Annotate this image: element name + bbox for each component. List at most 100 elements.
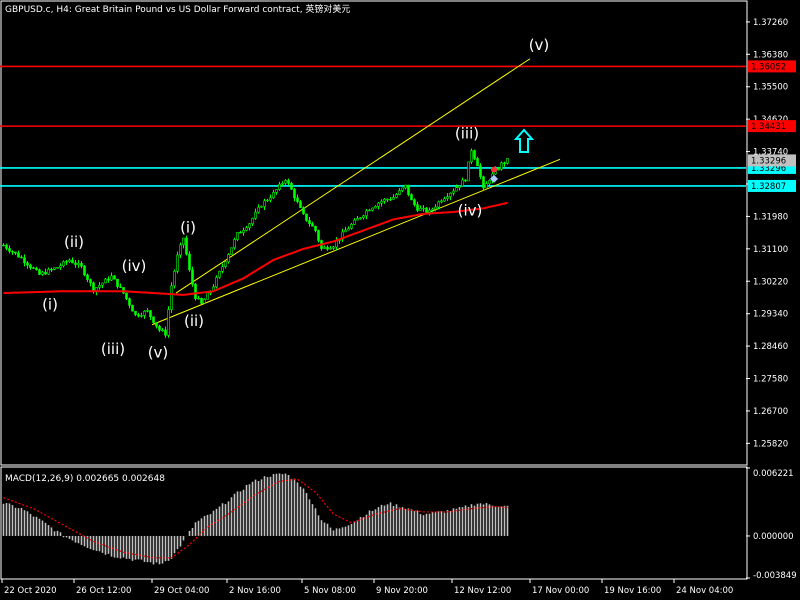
candle-body bbox=[221, 266, 224, 272]
candle-body bbox=[188, 253, 191, 271]
x-tick-label: 2 Nov 16:00 bbox=[229, 586, 281, 596]
x-tick-label: 12 Nov 12:00 bbox=[454, 586, 511, 596]
y-tick-label: 1.27580 bbox=[753, 375, 788, 385]
candle-body bbox=[170, 285, 173, 310]
candle-body bbox=[125, 292, 128, 299]
wave-label: (i) bbox=[42, 296, 58, 314]
candle-body bbox=[263, 200, 266, 207]
candle-body bbox=[110, 275, 113, 281]
macd-layer bbox=[2, 473, 509, 565]
candle-body bbox=[347, 228, 350, 231]
x-tick-label: 17 Nov 00:00 bbox=[532, 586, 589, 596]
candle-body bbox=[134, 310, 137, 315]
candle-body bbox=[215, 277, 218, 288]
candle-body bbox=[218, 271, 221, 278]
candle-body bbox=[26, 262, 29, 266]
y-tick-label: 1.36380 bbox=[753, 50, 788, 60]
candle-body bbox=[185, 237, 188, 255]
candle-body bbox=[431, 208, 434, 211]
candle-body bbox=[365, 210, 368, 217]
candle-body bbox=[341, 231, 344, 240]
candle-body bbox=[83, 265, 86, 276]
candle-body bbox=[176, 254, 179, 272]
candle-body bbox=[155, 322, 158, 327]
candle-body bbox=[206, 292, 209, 300]
axis-layer: 1.372601.363801.355001.346201.337401.332… bbox=[1, 18, 797, 596]
candle-body bbox=[443, 198, 446, 202]
wave-label: (i) bbox=[180, 218, 196, 236]
candle-body bbox=[506, 158, 509, 164]
candle-body bbox=[200, 297, 203, 304]
candle-body bbox=[455, 187, 458, 192]
candle-body bbox=[80, 263, 83, 267]
candle-body bbox=[485, 183, 488, 189]
candle-body bbox=[86, 274, 89, 280]
candle-body bbox=[107, 278, 110, 281]
x-tick-label: 26 Oct 12:00 bbox=[76, 586, 131, 596]
candle-body bbox=[368, 209, 371, 212]
candle-body bbox=[71, 259, 74, 264]
y-tick-label: 1.29340 bbox=[753, 310, 788, 320]
candle-body bbox=[173, 271, 176, 287]
candle-body bbox=[503, 162, 506, 164]
moving-average-line bbox=[3, 201, 508, 296]
candle-body bbox=[299, 201, 302, 208]
candle-body bbox=[179, 244, 182, 256]
candle-body bbox=[233, 239, 236, 249]
candle-body bbox=[305, 213, 308, 221]
candle-body bbox=[416, 204, 419, 211]
y-tick-label: 1.31100 bbox=[753, 245, 788, 255]
candle-body bbox=[23, 257, 26, 264]
candle-body bbox=[278, 183, 281, 190]
candle-body bbox=[371, 207, 374, 211]
wave-label: (iv) bbox=[458, 202, 483, 220]
x-tick-label: 9 Nov 20:00 bbox=[376, 586, 428, 596]
candle-body bbox=[311, 223, 314, 227]
candle-body bbox=[374, 206, 377, 209]
candle-body bbox=[197, 297, 200, 300]
candle-body bbox=[131, 304, 134, 312]
candle-body bbox=[293, 189, 296, 199]
candle-body bbox=[68, 259, 71, 263]
candle-body bbox=[44, 271, 47, 275]
candle-body bbox=[113, 275, 116, 280]
candle-body bbox=[332, 246, 335, 249]
candle-body bbox=[167, 309, 170, 336]
candle-body bbox=[383, 198, 386, 202]
candle-body bbox=[143, 311, 146, 316]
candle-body bbox=[191, 269, 194, 285]
candle-body bbox=[8, 248, 11, 252]
candle-body bbox=[65, 261, 68, 263]
candle-body bbox=[272, 191, 275, 199]
candle-body bbox=[395, 194, 398, 198]
candle-body bbox=[317, 230, 320, 241]
level-price-tag-text: 1.36052 bbox=[751, 62, 786, 72]
candle-body bbox=[251, 218, 254, 225]
candle-body bbox=[359, 217, 362, 219]
candle-body bbox=[296, 197, 299, 202]
candle-body bbox=[50, 268, 53, 271]
candle-body bbox=[257, 206, 260, 213]
candle-body bbox=[308, 220, 311, 225]
candle-body bbox=[407, 184, 410, 195]
candle-body bbox=[104, 278, 107, 284]
candle-body bbox=[230, 247, 233, 255]
candle-body bbox=[281, 182, 284, 185]
candle-body bbox=[461, 179, 464, 187]
candle-body bbox=[194, 283, 197, 300]
candle-body bbox=[239, 232, 242, 234]
candle-body bbox=[362, 215, 365, 219]
arrow-up-icon bbox=[513, 128, 535, 153]
candle-body bbox=[53, 267, 56, 270]
candle-body bbox=[203, 299, 206, 304]
candle-body bbox=[227, 254, 230, 263]
candle-body bbox=[356, 218, 359, 221]
candle-body bbox=[287, 180, 290, 184]
candle-body bbox=[440, 200, 443, 203]
candle-body bbox=[254, 211, 257, 219]
candle-body bbox=[464, 179, 467, 182]
candle-body bbox=[353, 219, 356, 225]
candle-body bbox=[32, 267, 35, 269]
candle-body bbox=[446, 196, 449, 199]
